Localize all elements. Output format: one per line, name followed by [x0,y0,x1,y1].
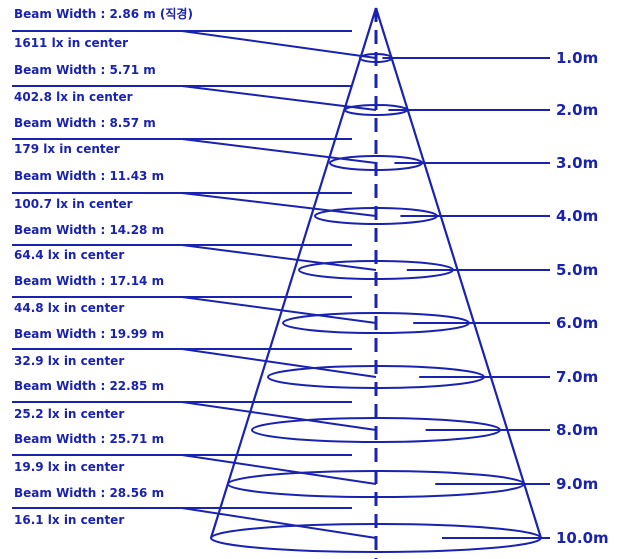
lux-center-label: 44.8 lx in center [14,301,124,315]
beam-width-label: Beam Width : 14.28 m [14,223,164,237]
distance-label: 6.0m [556,314,598,332]
distance-level: Beam Width : 28.56 m 16.1 lx in center 10.… [12,486,609,553]
distance-label: 9.0m [556,475,598,493]
distance-level: Beam Width : 25.71 m 19.9 lx in center 9.0… [12,432,598,498]
beam-width-label: Beam Width : 11.43 m [14,169,164,183]
distance-label: 2.0m [556,101,598,119]
distance-label: 3.0m [556,154,598,172]
distance-label: 4.0m [556,207,598,225]
lux-center-label: 19.9 lx in center [14,460,124,474]
distance-label: 5.0m [556,261,598,279]
lux-center-label: 100.7 lx in center [14,197,133,211]
lux-center-label: 25.2 lx in center [14,407,124,421]
distance-level: Beam Width : 19.99 m 32.9 lx in center 7.0… [12,327,598,389]
beam-width-label: Beam Width : 19.99 m [14,327,164,341]
leader-line [181,454,377,485]
lux-center-label: 1611 lx in center [14,36,128,50]
distance-label: 7.0m [556,368,598,386]
distance-level: Beam Width : 5.71 m 402.8 lx in center 2.0… [12,63,598,119]
beam-width-label: Beam Width : 5.71 m [14,63,156,77]
distance-level: Beam Width : 22.85 m 25.2 lx in center 8.0… [12,379,598,443]
beam-width-label: Beam Width : 22.85 m [14,379,164,393]
beam-width-label: Beam Width : 28.56 m [14,486,164,500]
distance-level: Beam Width : 17.14 m 44.8 lx in center 6.0… [12,274,598,334]
distance-level: Beam Width : 14.28 m 64.4 lx in center 5.0… [12,223,598,280]
leader-line [181,30,377,59]
leader-line [181,296,377,324]
distance-level: Beam Width : 8.57 m 179 lx in center 3.0m [12,116,598,172]
distance-label: 8.0m [556,421,598,439]
leader-line [181,348,377,378]
leader-line [181,507,377,539]
lux-center-label: 179 lx in center [14,142,120,156]
leader-line [181,138,377,164]
lux-center-label: 16.1 lx in center [14,513,124,527]
distance-label: 10.0m [556,529,609,547]
cone-right-edge [374,7,543,539]
levels: Beam Width : 2.86 m (직경) 1611 lx in cente… [12,6,609,553]
beam-width-label: Beam Width : 25.71 m [14,432,164,446]
leader-line [181,244,377,271]
beam-width-label: Beam Width : 2.86 m (직경) [14,6,193,21]
beam-width-label: Beam Width : 17.14 m [14,274,164,288]
distance-label: 1.0m [556,49,598,67]
lux-center-label: 32.9 lx in center [14,354,124,368]
leader-line [181,85,377,111]
distance-level: Beam Width : 2.86 m (직경) 1611 lx in cente… [12,6,598,67]
distance-level: Beam Width : 11.43 m 100.7 lx in center 4.… [12,169,598,225]
leader-line [181,401,377,431]
leader-line [181,192,377,217]
lux-center-label: 64.4 lx in center [14,248,124,262]
cone-left-edge [209,7,378,539]
beam-width-label: Beam Width : 8.57 m [14,116,156,130]
lux-center-label: 402.8 lx in center [14,90,133,104]
cone [209,7,543,559]
